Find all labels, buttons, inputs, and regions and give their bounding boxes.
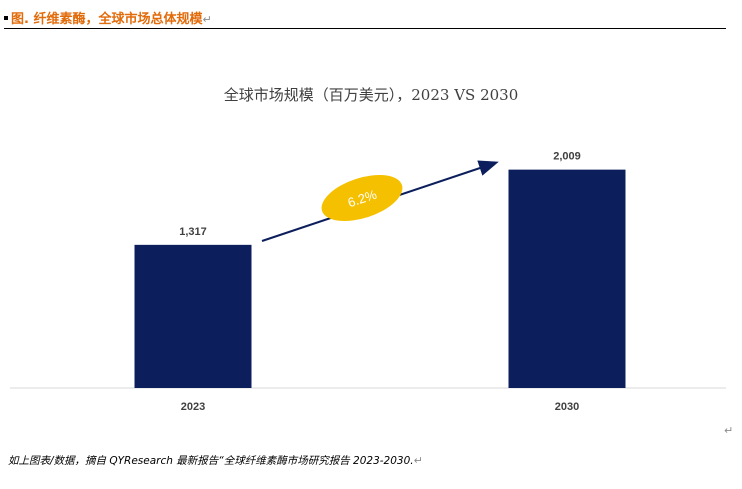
paragraph-mark-trailing: ↵ <box>724 424 734 437</box>
source-caption: 如上图表/数据，摘自 QYResearch 最新报告“全球纤维素酶市场研究报告 … <box>8 453 423 468</box>
data-label-2023: 1,317 <box>179 226 207 238</box>
chart-title: 全球市场规模（百万美元），2023 VS 2030 <box>223 86 519 104</box>
figure-header: 图. 纤维素酶，全球市场总体规模↵ <box>4 8 726 29</box>
x-tick-label-2030: 2030 <box>555 401 579 413</box>
paragraph-mark: ↵ <box>202 13 212 26</box>
growth-badge <box>321 174 403 222</box>
caption-text: 如上图表/数据，摘自 QYResearch 最新报告“全球纤维素酶市场研究报告 … <box>8 455 414 467</box>
bar-2023 <box>134 244 252 388</box>
x-tick-label-2023: 2023 <box>181 401 205 413</box>
bullet-icon <box>4 16 8 20</box>
figure-title: 图. 纤维素酶，全球市场总体规模 <box>11 12 203 27</box>
caption-paragraph-mark: ↵ <box>413 454 423 467</box>
bar-2030 <box>508 169 626 388</box>
data-label-2030: 2,009 <box>553 151 581 163</box>
